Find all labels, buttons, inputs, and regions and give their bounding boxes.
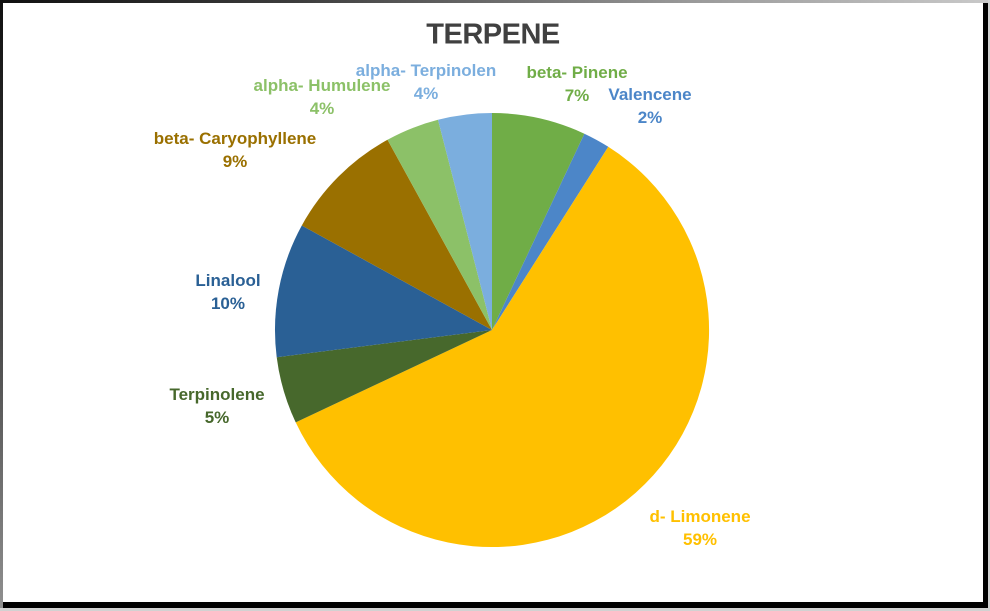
pie-label-percent: 2% bbox=[637, 108, 663, 127]
pie-label-name: beta- Caryophyllene bbox=[153, 129, 317, 148]
pie-slice-d-limonene bbox=[295, 146, 710, 548]
pie-label-percent: 7% bbox=[564, 86, 590, 105]
pie-label-percent: 4% bbox=[413, 84, 439, 103]
pie-label-name: Valencene bbox=[608, 85, 692, 104]
slide-edge-top bbox=[0, 0, 990, 3]
pie-label-alpha-humulene: alpha- Humulene 4% bbox=[254, 74, 391, 120]
pie-slice-beta-pinene bbox=[492, 113, 585, 330]
slide-edge-bottom bbox=[0, 608, 990, 611]
pie-label-linalool: Linalool 10% bbox=[195, 269, 260, 315]
pie-chart bbox=[274, 112, 710, 548]
pie-label-percent: 5% bbox=[204, 408, 230, 427]
pie-label-percent: 4% bbox=[309, 99, 335, 118]
pie-slice-valencene bbox=[492, 133, 609, 330]
pie-label-percent: 9% bbox=[222, 152, 248, 171]
chart-title: TERPENE bbox=[426, 18, 560, 51]
pie-label-name: d- Limonene bbox=[649, 507, 751, 526]
pie-slice-alpha-terpinolen bbox=[438, 112, 492, 331]
pie-slice-linalool bbox=[274, 225, 492, 358]
pie-label-terpinolene: Terpinolene 5% bbox=[169, 383, 264, 429]
pie-slice-beta-caryophyllene bbox=[301, 139, 492, 330]
pie-label-name: alpha- Humulene bbox=[253, 76, 391, 95]
pie-label-alpha-terpinolen: alpha- Terpinolen 4% bbox=[356, 59, 496, 105]
pie-label-beta-pinene: beta- Pinene 7% bbox=[526, 61, 627, 107]
slide-canvas: TERPENE beta- Pinene 7% Valencene 2% d- Limo… bbox=[0, 0, 983, 602]
pie-label-beta-caryophyllene: beta- Caryophyllene 9% bbox=[154, 127, 317, 173]
pie-label-percent: 10% bbox=[210, 294, 246, 313]
pie-label-name: Terpinolene bbox=[169, 385, 265, 404]
pie-label-valencene: Valencene 2% bbox=[608, 83, 691, 129]
slide-edge-left bbox=[0, 0, 3, 611]
pie-slice-alpha-humulene bbox=[387, 119, 492, 330]
pie-label-name: beta- Pinene bbox=[526, 63, 628, 82]
pie-label-name: alpha- Terpinolen bbox=[355, 61, 497, 80]
pie-slice-terpinolene bbox=[276, 330, 492, 423]
pie-label-name: Linalool bbox=[195, 271, 261, 290]
pie-label-d-limonene: d- Limonene 59% bbox=[649, 505, 750, 551]
slide-edge-right bbox=[988, 0, 990, 611]
pie-label-percent: 59% bbox=[682, 530, 718, 549]
